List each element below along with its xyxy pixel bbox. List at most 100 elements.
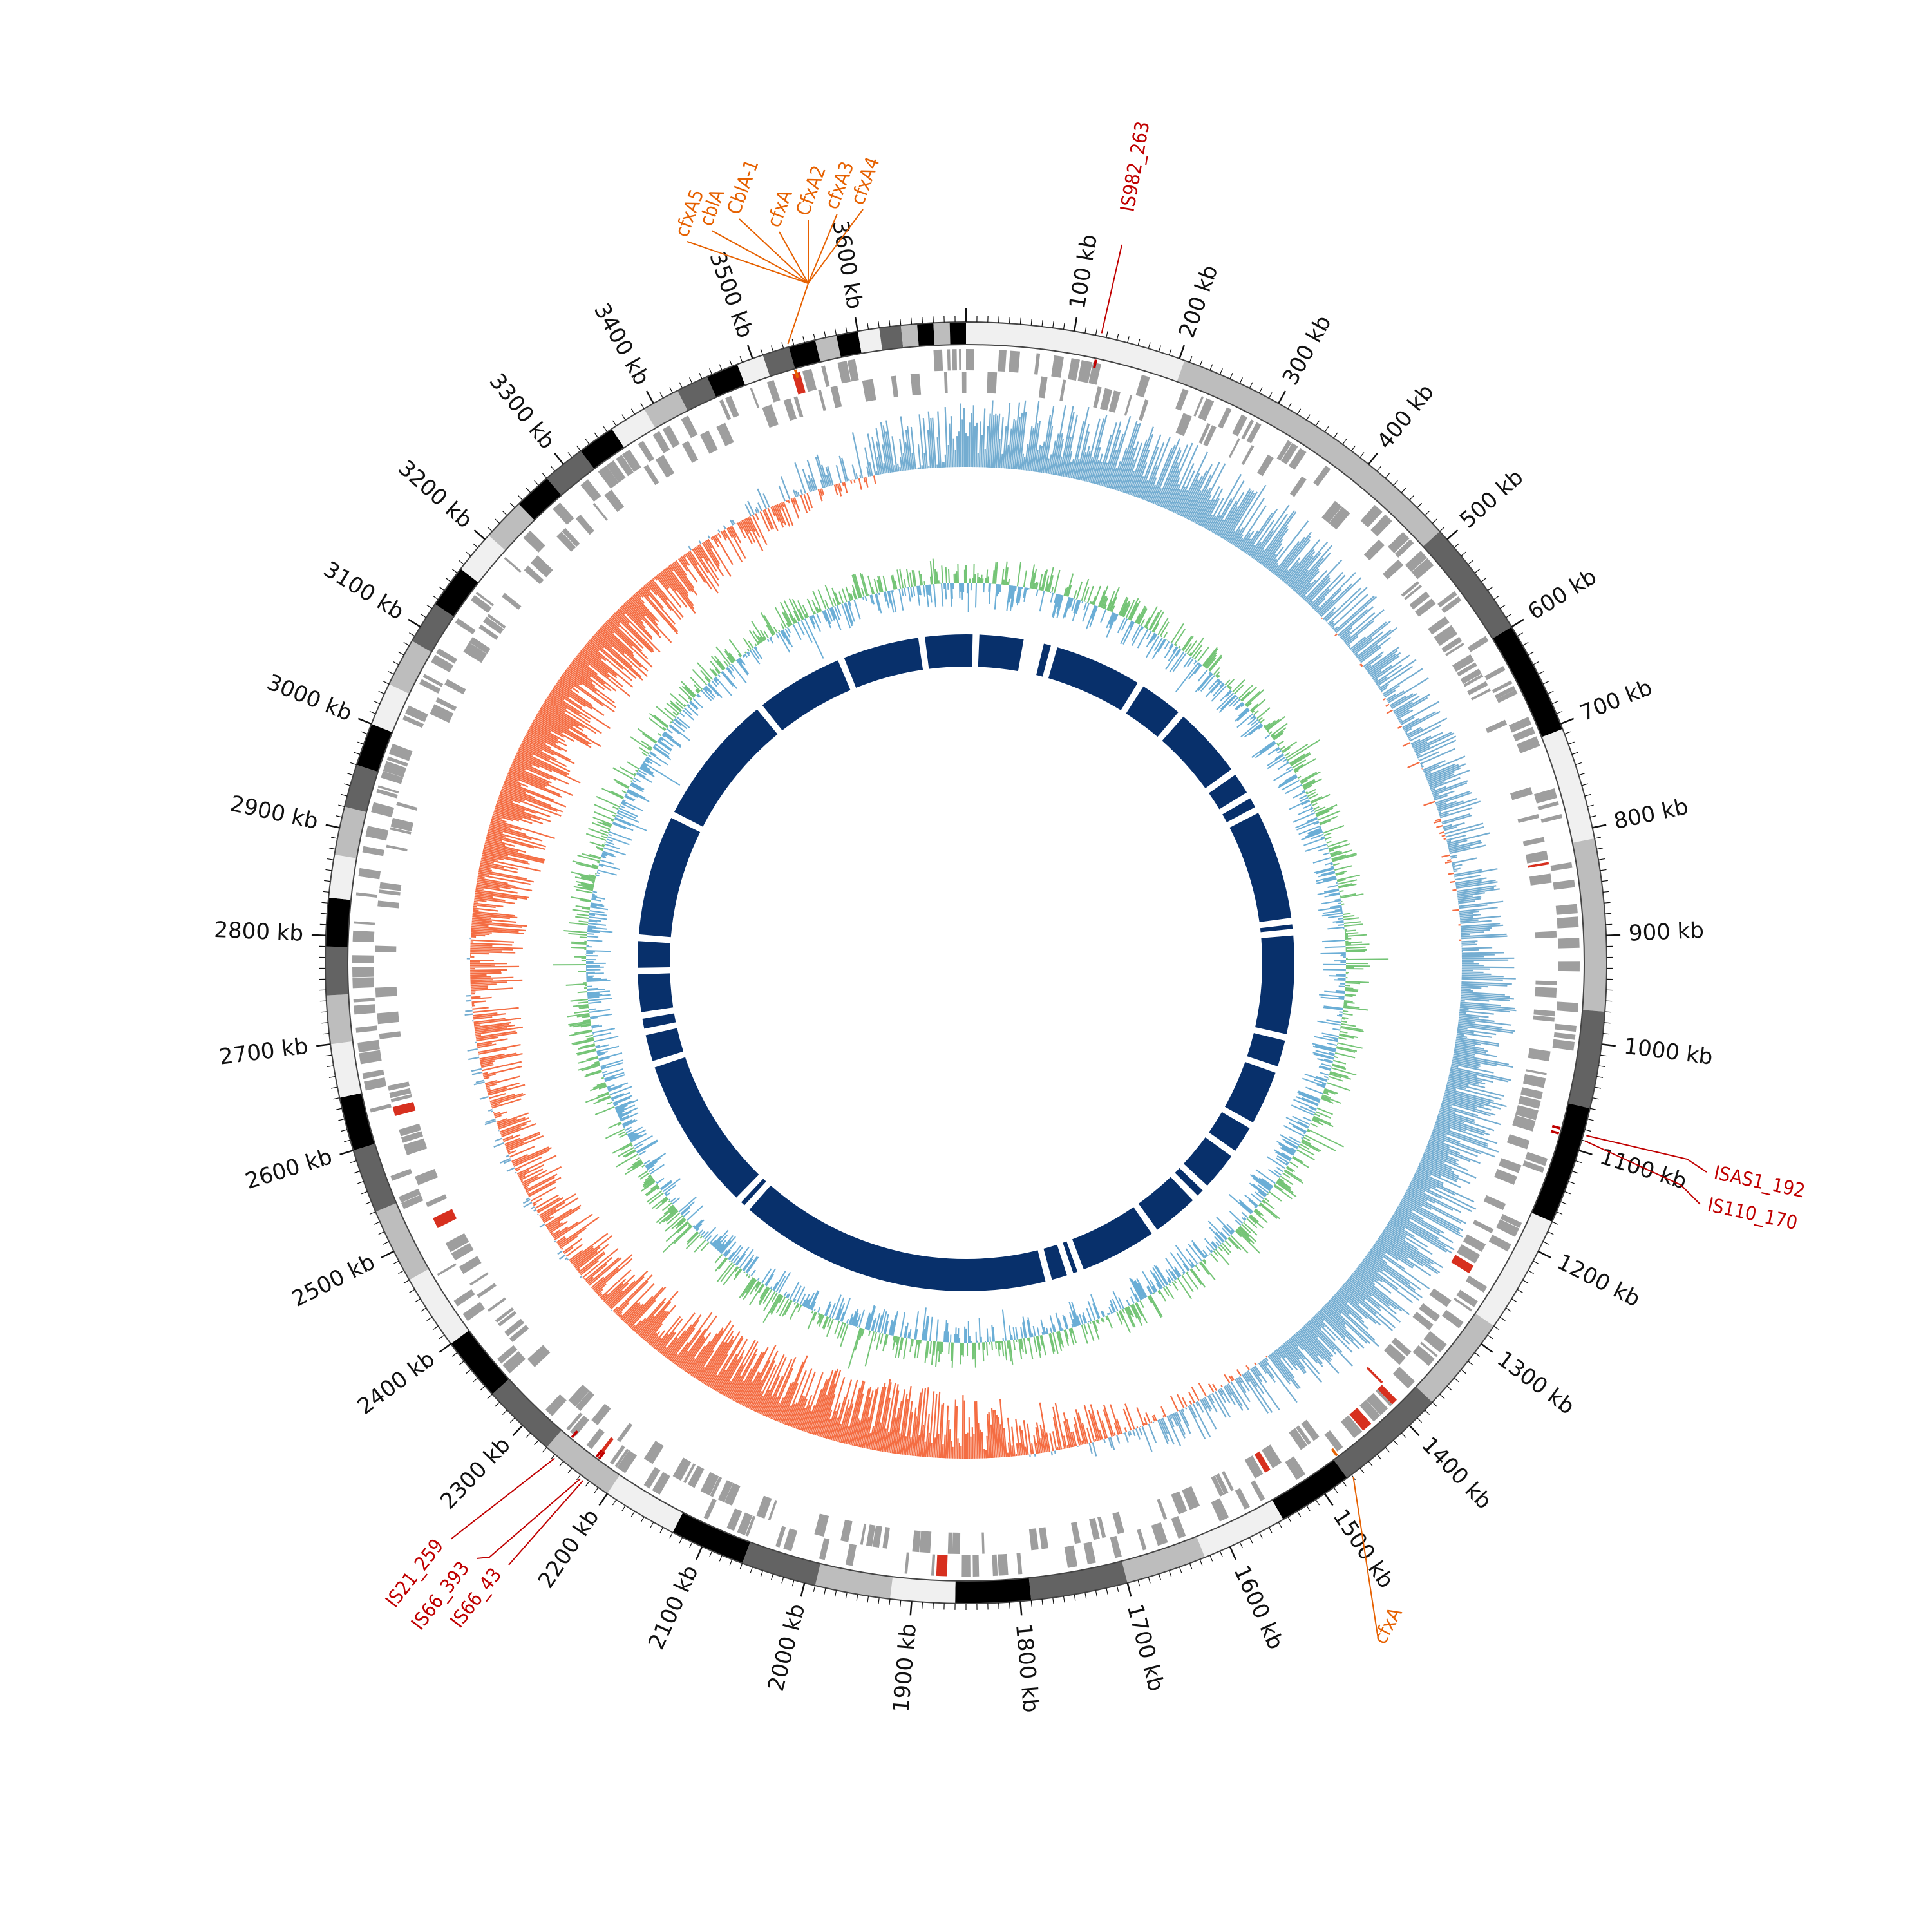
ideogram-band — [460, 535, 506, 583]
minor-tick — [1268, 1527, 1273, 1533]
gene-block — [478, 624, 499, 640]
minor-tick — [459, 560, 464, 565]
minor-tick — [473, 1378, 478, 1383]
minor-tick — [323, 891, 330, 893]
gene-block — [866, 1524, 876, 1547]
minor-tick — [439, 1334, 445, 1340]
tick-label: 1000 kb — [1622, 1034, 1714, 1070]
ideogram-band — [546, 451, 594, 495]
minor-tick — [1030, 319, 1032, 326]
minor-tick — [650, 1522, 654, 1528]
minor-tick — [321, 902, 328, 904]
gene-block — [353, 998, 375, 1003]
gene-block — [1485, 719, 1508, 734]
gene-block — [1488, 1235, 1511, 1252]
minor-tick — [1030, 1600, 1032, 1607]
ideogram-band — [836, 331, 862, 357]
gene-block — [699, 430, 718, 454]
gene-block — [383, 761, 407, 778]
gene-block — [562, 527, 580, 547]
ideogram-band — [788, 339, 820, 369]
gene-block — [1340, 1415, 1363, 1439]
ideogram-band — [815, 1563, 893, 1599]
gene-block — [1313, 465, 1331, 486]
gene-block — [1517, 736, 1540, 753]
minor-tick — [1158, 345, 1162, 352]
minor-tick — [1578, 773, 1586, 776]
minor-tick — [1551, 1221, 1558, 1225]
minor-tick — [487, 526, 493, 532]
gene-block — [365, 826, 389, 841]
minor-tick — [403, 1280, 410, 1284]
ideogram-band — [677, 376, 717, 411]
minor-tick — [1116, 334, 1119, 341]
minor-tick — [835, 1590, 837, 1597]
minor-tick — [1487, 1334, 1493, 1340]
gene-block — [502, 592, 522, 610]
minor-tick — [630, 1511, 636, 1517]
minor-tick — [346, 773, 354, 776]
minor-tick — [1268, 392, 1273, 399]
ideogram-band — [1492, 627, 1563, 737]
inner-block — [1224, 1061, 1276, 1122]
gene-block — [1139, 399, 1149, 421]
gene-block — [643, 464, 659, 486]
inner-blocks-ring — [638, 634, 1295, 1291]
minor-tick — [473, 543, 478, 548]
ideogram-band — [1177, 360, 1440, 547]
minor-tick — [1306, 1505, 1311, 1511]
minor-tick — [856, 1594, 858, 1601]
gene-block — [355, 1025, 378, 1033]
gene-block — [719, 399, 732, 421]
ideogram-band — [857, 328, 882, 354]
annotation-marker — [1550, 1130, 1560, 1135]
major-tick — [316, 1043, 331, 1047]
minor-tick — [320, 913, 327, 914]
minor-tick — [365, 1201, 372, 1205]
gene-block — [1465, 1275, 1488, 1293]
minor-tick — [1505, 1307, 1512, 1312]
minor-tick — [1350, 445, 1356, 451]
ideogram-band — [1423, 531, 1512, 639]
tick-label: 2500 kb — [288, 1249, 379, 1312]
gene-block — [470, 594, 492, 613]
inner-block — [638, 818, 701, 938]
ideogram-band — [488, 504, 535, 551]
gene-block — [502, 1351, 526, 1374]
tick-label: 3400 kb — [589, 299, 655, 390]
minor-tick — [336, 815, 343, 818]
gene-block — [998, 1553, 1009, 1576]
minor-tick — [669, 1532, 674, 1539]
minor-tick — [542, 473, 547, 478]
annotation-leader — [808, 213, 838, 284]
minor-tick — [709, 1551, 713, 1557]
annotation-leader — [450, 1457, 555, 1540]
minor-tick — [1052, 321, 1054, 328]
gene-block — [1388, 531, 1410, 553]
minor-tick — [526, 1432, 531, 1438]
minor-tick — [1306, 414, 1311, 421]
gene-block — [1533, 1015, 1555, 1022]
gene-block — [389, 1088, 412, 1099]
gene-block — [1419, 1303, 1441, 1322]
minor-tick — [878, 1597, 880, 1604]
minor-tick — [325, 869, 332, 871]
gene-block — [1558, 938, 1580, 949]
gene-block — [1428, 616, 1450, 635]
gene-block — [617, 1450, 638, 1473]
major-tick — [854, 317, 859, 332]
minor-tick — [1499, 1316, 1506, 1321]
minor-tick — [466, 1369, 471, 1374]
gene-block — [1203, 425, 1217, 447]
gene-block — [1540, 813, 1563, 823]
is-element-label: IS110_170 — [1705, 1194, 1799, 1235]
gene-block — [1110, 1535, 1122, 1558]
minor-tick — [621, 414, 626, 421]
gene-block — [1257, 454, 1274, 477]
gene-block — [1508, 717, 1532, 733]
ideogram-band — [492, 1379, 562, 1448]
gene-block — [1515, 1105, 1539, 1121]
inner-block — [1063, 1241, 1078, 1274]
gene-block — [716, 422, 734, 446]
minor-tick — [699, 372, 703, 379]
